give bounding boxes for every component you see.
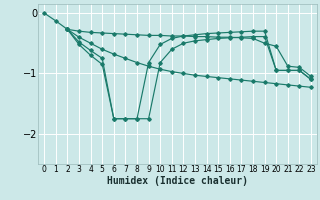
X-axis label: Humidex (Indice chaleur): Humidex (Indice chaleur): [107, 176, 248, 186]
